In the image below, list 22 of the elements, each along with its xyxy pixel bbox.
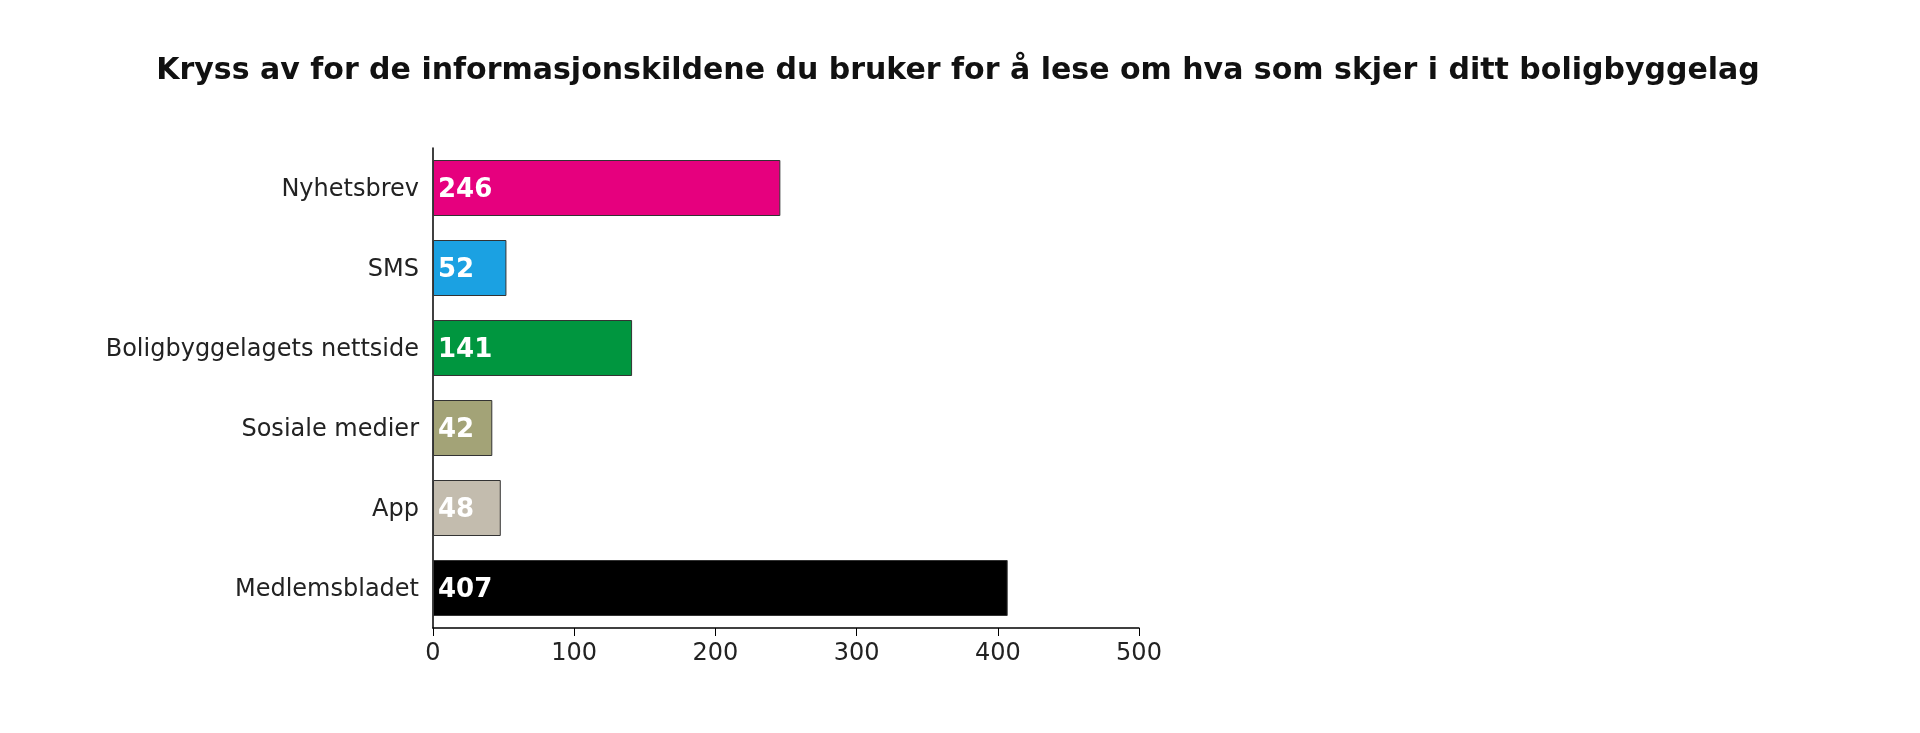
bar (433, 240, 507, 296)
bar (433, 320, 633, 376)
data-label: 407 (438, 573, 493, 603)
x-tick-label: 0 (425, 638, 441, 666)
x-tick-label: 400 (974, 638, 1021, 666)
y-tick-label: App (372, 494, 419, 522)
y-tick-label: SMS (367, 254, 419, 282)
y-tick-label: Boligbyggelagets nettside (105, 334, 419, 362)
x-tick-label: 100 (551, 638, 598, 666)
data-label: 52 (438, 253, 475, 283)
y-tick-label: Sosiale medier (241, 414, 420, 442)
y-tick-label: Medlemsbladet (234, 574, 419, 602)
data-label: 42 (438, 413, 475, 443)
chart-title: Kryss av for de informasjonskildene du bruker for å lese om hva som skjer i ditt boligbyggelag (156, 50, 1760, 86)
y-tick-label: Nyhetsbrev (281, 174, 419, 202)
bar (433, 160, 781, 216)
x-tick-label: 200 (692, 638, 739, 666)
data-label: 141 (438, 333, 493, 363)
data-label: 246 (438, 173, 493, 203)
data-label: 48 (438, 493, 475, 523)
x-tick-label: 300 (833, 638, 880, 666)
x-tick-label: 500 (1116, 638, 1162, 666)
